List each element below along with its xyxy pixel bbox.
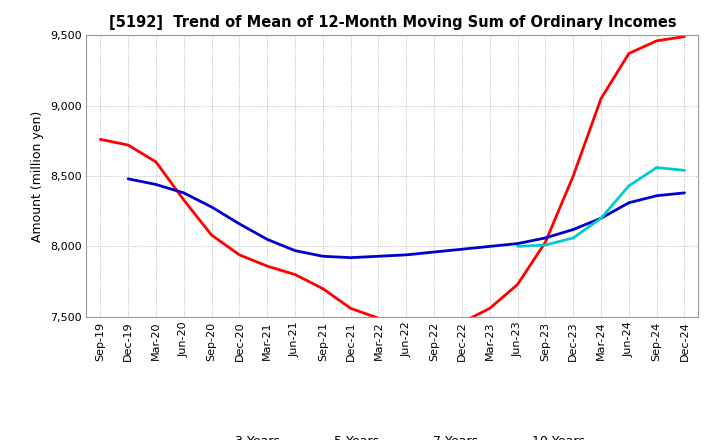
3 Years xyxy=(485,306,494,311)
3 Years xyxy=(513,282,522,287)
Title: [5192]  Trend of Mean of 12-Month Moving Sum of Ordinary Incomes: [5192] Trend of Mean of 12-Month Moving … xyxy=(109,15,676,30)
5 Years xyxy=(652,193,661,198)
5 Years xyxy=(458,246,467,252)
5 Years xyxy=(541,235,550,241)
7 Years xyxy=(569,235,577,241)
3 Years xyxy=(541,239,550,245)
5 Years xyxy=(430,249,438,255)
7 Years xyxy=(597,216,606,221)
3 Years xyxy=(569,173,577,179)
3 Years xyxy=(207,232,216,238)
3 Years xyxy=(235,252,243,257)
5 Years xyxy=(263,237,271,242)
3 Years xyxy=(124,143,132,148)
Line: 7 Years: 7 Years xyxy=(518,168,685,246)
3 Years xyxy=(96,137,104,142)
5 Years xyxy=(597,216,606,221)
Line: 3 Years: 3 Years xyxy=(100,37,685,326)
5 Years xyxy=(485,244,494,249)
5 Years xyxy=(402,252,410,257)
5 Years xyxy=(235,221,243,227)
5 Years xyxy=(374,253,383,259)
5 Years xyxy=(569,227,577,232)
5 Years xyxy=(291,248,300,253)
3 Years xyxy=(318,286,327,291)
7 Years xyxy=(541,242,550,248)
Line: 5 Years: 5 Years xyxy=(128,179,685,258)
3 Years xyxy=(152,159,161,165)
3 Years xyxy=(624,51,633,56)
5 Years xyxy=(124,176,132,181)
5 Years xyxy=(513,241,522,246)
7 Years xyxy=(652,165,661,170)
3 Years xyxy=(652,38,661,44)
Legend: 3 Years, 5 Years, 7 Years, 10 Years: 3 Years, 5 Years, 7 Years, 10 Years xyxy=(195,430,590,440)
3 Years xyxy=(402,324,410,329)
5 Years xyxy=(318,253,327,259)
3 Years xyxy=(263,264,271,269)
7 Years xyxy=(513,244,522,249)
Y-axis label: Amount (million yen): Amount (million yen) xyxy=(32,110,45,242)
5 Years xyxy=(179,190,188,195)
7 Years xyxy=(624,183,633,188)
5 Years xyxy=(624,200,633,205)
7 Years xyxy=(680,168,689,173)
3 Years xyxy=(680,34,689,39)
5 Years xyxy=(207,204,216,209)
3 Years xyxy=(346,306,355,311)
5 Years xyxy=(152,182,161,187)
5 Years xyxy=(680,190,689,195)
3 Years xyxy=(291,272,300,277)
3 Years xyxy=(597,96,606,101)
3 Years xyxy=(179,197,188,202)
5 Years xyxy=(346,255,355,260)
3 Years xyxy=(458,320,467,325)
3 Years xyxy=(430,324,438,329)
3 Years xyxy=(374,315,383,321)
